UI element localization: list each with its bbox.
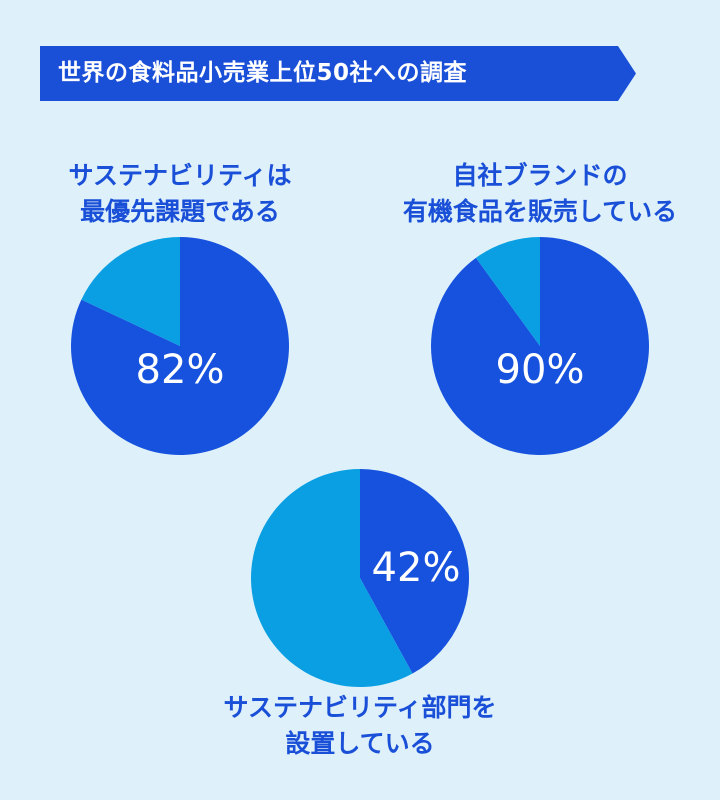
chart-2-percent-label: 90% [496, 347, 585, 393]
chart-3-title-line-1: サステナビリティ部門を [223, 693, 497, 722]
survey-banner: 世界の食料品小売業上位50社への調査 [40, 46, 636, 101]
chart-2-slice-2 [475, 237, 540, 346]
chart-2-title-line-2: 有機食品を販売している [402, 197, 678, 226]
chart-1-title-line-1: サステナビリティは [68, 161, 292, 190]
banner-title: 世界の食料品小売業上位50社への調査 [58, 60, 468, 86]
chart-1-title-line-2: 最優先課題である [80, 197, 280, 226]
chart-3-slice-1 [360, 469, 469, 674]
chart-1-slice-2 [81, 237, 180, 346]
chart-3-title: サステナビリティ部門を 設置している [160, 690, 560, 762]
chart-1-percent-label: 82% [136, 347, 225, 393]
chart-3-percent-label: 42% [372, 545, 461, 591]
chart-2-title-line-1: 自社ブランドの [452, 161, 628, 190]
chart-3-title-line-2: 設置している [285, 729, 435, 758]
banner-arrow-shape [40, 46, 636, 101]
chart-2-slice-1 [430, 237, 649, 456]
chart-1-title: サステナビリティは 最優先課題である [20, 158, 340, 230]
chart-1-slice-1 [70, 237, 289, 455]
chart-2-title: 自社ブランドの 有機食品を販売している [360, 158, 720, 230]
chart-3-slice-2 [251, 469, 413, 687]
